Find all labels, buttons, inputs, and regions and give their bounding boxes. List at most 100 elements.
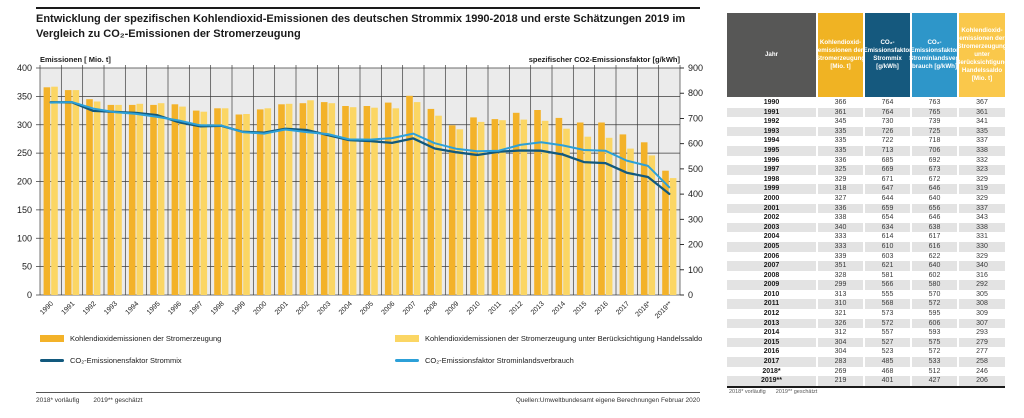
bar-generation: [320, 102, 328, 295]
table-cell-value: 327: [818, 193, 863, 204]
table-cell-value: 512: [912, 366, 957, 377]
x-axis-tick-label: 2017: [615, 300, 631, 316]
table-cell-value: 644: [865, 193, 910, 204]
table-cell-value: 622: [912, 251, 957, 262]
right-axis-tick-label: 300: [688, 214, 703, 224]
table-cell-year: 2008: [727, 270, 816, 281]
bar-trade-balance: [584, 136, 592, 295]
bar-generation: [342, 106, 349, 295]
bar-generation: [150, 104, 157, 296]
table-cell-value: 329: [959, 251, 1005, 262]
bar-generation: [491, 119, 499, 295]
table-header-cell: Kohlendioxid- emissionen der Stromerzeug…: [956, 13, 1008, 97]
x-axis-tick-label: 1997: [188, 300, 204, 316]
bar-generation: [363, 106, 371, 295]
table-cell-value: 764: [865, 98, 910, 108]
table-cell-year: 1992: [727, 117, 816, 127]
table-cell-value: 730: [865, 117, 910, 127]
legend-item: CO₂-Emissionensfaktor Strommix: [40, 356, 395, 365]
table-cell-year: 2002: [727, 213, 816, 223]
bar-trade-balance: [51, 86, 58, 295]
table-cell-value: 335: [959, 126, 1005, 137]
table-cell-year: 2000: [727, 193, 816, 204]
line-strominlandsverbrauch: [49, 101, 671, 189]
table-row: 2015 304 527 575 279: [727, 337, 1005, 348]
bar-generation: [43, 87, 51, 295]
x-axis-tick-label: 2005: [359, 300, 375, 316]
table-row: 2019** 219 401 427 206: [727, 376, 1005, 386]
x-axis-tick-label: 1995: [146, 300, 162, 316]
bar-generation: [470, 117, 477, 296]
table-row: 1992 345 730 739 341: [727, 117, 1005, 127]
table-cell-value: 336: [818, 203, 863, 214]
table-cell-value: 305: [959, 289, 1005, 300]
bar-generation: [662, 170, 669, 295]
bar-generation: [256, 109, 264, 296]
table-cell-value: 570: [912, 289, 957, 300]
table-cell-value: 343: [959, 213, 1005, 223]
table-footnote: 2018* vorläufig 2019** geschätzt: [729, 389, 827, 395]
table-cell-year: 1997: [727, 165, 816, 175]
footnote-estimated: 2019** geschätzt: [93, 397, 143, 404]
table-cell-value: 533: [912, 357, 957, 367]
table-row: 2011 310 568 572 308: [727, 299, 1005, 310]
table-cell-value: 338: [959, 145, 1005, 156]
right-axis-tick-label: 700: [688, 113, 703, 123]
table-cell-value: 671: [865, 174, 910, 185]
bar-trade-balance: [669, 178, 677, 295]
table-cell-value: 367: [959, 98, 1005, 108]
table-cell-value: 692: [912, 155, 957, 166]
bar-generation: [278, 104, 285, 295]
table-cell-value: 566: [865, 280, 910, 290]
x-axis-tick-label: 2011: [487, 300, 503, 316]
x-axis-tick-label: 2014: [551, 300, 567, 316]
table-cell-value: 331: [959, 232, 1005, 242]
legend-item: CO₂-Emissionsfaktor Strominlandsverbrauc…: [395, 356, 710, 365]
table-cell-year: 2010: [727, 289, 816, 300]
bar-generation: [512, 112, 520, 295]
table-cell-year: 1990: [727, 98, 816, 108]
table-cell-value: 581: [865, 270, 910, 281]
table-cell-year: 1994: [727, 136, 816, 146]
bar-trade-balance: [264, 108, 272, 295]
table-cell-year: 2004: [727, 232, 816, 242]
table-cell-value: 718: [912, 136, 957, 146]
table-cell-value: 685: [865, 155, 910, 166]
table-cell-year: 2012: [727, 309, 816, 319]
footnote-preliminary: 2018* vorläufig: [36, 397, 80, 404]
table-cell-value: 206: [959, 376, 1005, 386]
bar-generation: [171, 104, 179, 295]
table-cell-year: 2017: [727, 357, 816, 367]
table-cell-value: 617: [912, 232, 957, 242]
table-row: 1993 335 726 725 335: [727, 126, 1005, 137]
table-cell-value: 310: [818, 299, 863, 310]
table-cell-value: 332: [959, 155, 1005, 166]
table-row: 1991 361 764 765 361: [727, 107, 1005, 118]
table-cell-value: 219: [818, 376, 863, 386]
table-cell-value: 646: [912, 213, 957, 223]
table-cell-value: 523: [865, 347, 910, 358]
x-axis-tick-label: 1992: [82, 300, 98, 316]
bar-trade-balance: [93, 101, 101, 295]
table-cell-value: 764: [865, 107, 910, 118]
table-cell-value: 573: [865, 309, 910, 319]
bar-trade-balance: [200, 111, 208, 295]
x-axis-tick-label: 2007: [402, 300, 418, 316]
table-cell-value: 580: [912, 280, 957, 290]
table-cell-value: 338: [818, 213, 863, 223]
right-axis-tick-label: 800: [688, 88, 703, 98]
table-header: Jahr Kohlendioxid- emissionen der Stromer…: [727, 13, 1008, 97]
table-row: 2012 321 573 595 309: [727, 309, 1005, 319]
table-cell-value: 654: [865, 213, 910, 223]
table-cell-value: 307: [959, 318, 1005, 329]
table-cell-year: 2003: [727, 222, 816, 233]
table-cell-value: 279: [959, 337, 1005, 348]
bar-trade-balance: [413, 102, 421, 295]
table-cell-value: 316: [959, 270, 1005, 281]
table-header-cell: CO₂- Emissionsfaktor Strominlandsver- br…: [909, 13, 960, 97]
table-cell-year: 2016: [727, 347, 816, 358]
x-axis-tick-label: 2015: [572, 300, 588, 316]
table-cell-value: 325: [818, 165, 863, 175]
table-cell-value: 763: [912, 98, 957, 108]
chart-legend: Kohlendioxidemissionen der Stromerzeugun…: [40, 334, 710, 365]
